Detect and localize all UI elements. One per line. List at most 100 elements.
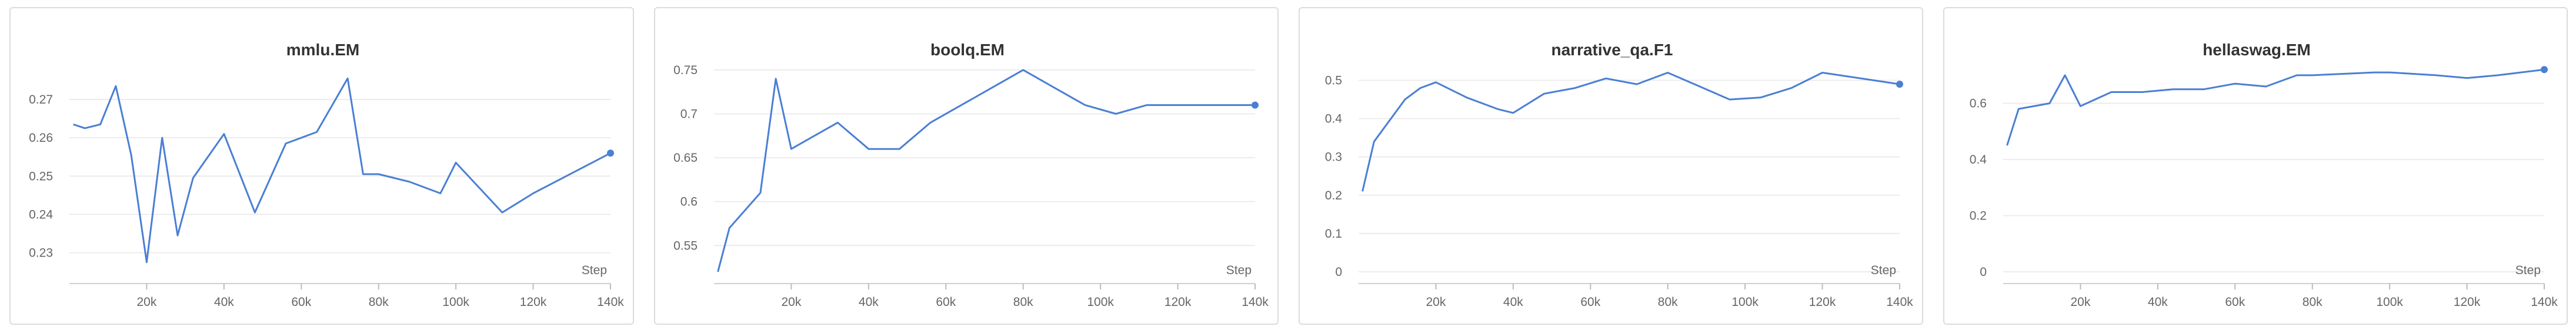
data-point — [1419, 86, 1422, 90]
chart-panel-narrative-qa: narrative_qa.F1 0 0.1 0.2 0.3 0.4 0.5 20k 40k 60k… — [1299, 7, 1923, 325]
data-point — [315, 130, 319, 134]
data-point — [1759, 96, 1762, 99]
y-tick-label: 0.2 — [1970, 209, 1987, 223]
data-point — [990, 86, 994, 89]
y-tick-label: 0.2 — [1325, 189, 1342, 202]
chart-title: hellaswag.EM — [2203, 41, 2311, 59]
data-point — [222, 132, 226, 136]
x-tick-label: 40k — [2148, 295, 2168, 309]
y-tick-label: 0.5 — [1325, 74, 1342, 88]
last-data-point — [1252, 101, 1259, 109]
data-point — [454, 161, 458, 165]
last-data-point — [607, 149, 614, 157]
y-tick-label: 0.26 — [29, 131, 53, 145]
data-point — [2203, 88, 2206, 91]
x-tick-label: 40k — [214, 295, 234, 309]
data-point — [284, 142, 288, 145]
x-tick-label: 100k — [1731, 295, 1759, 309]
data-point — [2388, 71, 2391, 74]
y-tick-label: 0.75 — [673, 64, 698, 77]
data-point — [1511, 111, 1515, 115]
y-tick-label: 0.6 — [680, 195, 698, 209]
data-point — [2264, 85, 2268, 88]
data-point — [1176, 104, 1180, 107]
chart-title: mmlu.EM — [286, 41, 359, 59]
chart-svg: narrative_qa.F1 0 0.1 0.2 0.3 0.4 0.5 20k 40k 60k… — [1325, 41, 1913, 309]
chart-panel-boolq: boolq.EM 0.55 0.6 0.65 0.7 0.75 20k 40k 60k 80k 10… — [654, 7, 1279, 325]
x-tick-label: 80k — [1013, 295, 1033, 309]
data-point — [83, 126, 86, 130]
data-point — [1052, 86, 1056, 89]
series-line — [1362, 72, 1900, 192]
data-point — [805, 138, 809, 142]
x-tick-label: 60k — [291, 295, 311, 309]
data-point — [1542, 92, 1546, 95]
data-point — [72, 122, 75, 126]
x-tick-label: 20k — [2070, 295, 2090, 309]
data-point — [1635, 82, 1639, 86]
x-tick-label: 80k — [2303, 295, 2323, 309]
data-point — [1790, 86, 1793, 90]
data-point — [129, 154, 133, 157]
data-point — [114, 84, 118, 88]
x-tick-label: 120k — [1809, 295, 1836, 309]
data-point — [1114, 112, 1117, 116]
x-tick-label: 20k — [1426, 295, 1446, 309]
data-point — [191, 177, 195, 180]
chart-svg: boolq.EM 0.55 0.6 0.65 0.7 0.75 20k 40k 60k 80k 10… — [673, 41, 1269, 309]
y-tick-label: 0.23 — [29, 246, 53, 259]
data-point — [253, 211, 256, 214]
data-point — [2434, 74, 2438, 77]
x-tick-label: 100k — [1087, 295, 1114, 309]
x-axis-label: Step — [1871, 264, 1896, 277]
y-tick-label: 0.4 — [1970, 153, 1987, 166]
data-point — [728, 226, 731, 229]
data-point — [789, 147, 793, 151]
data-point — [1403, 98, 1407, 101]
x-tick-label: 20k — [136, 295, 156, 309]
y-tick-label: 0.6 — [1970, 97, 1987, 111]
data-point — [361, 172, 365, 176]
y-tick-label: 0 — [1980, 265, 1987, 279]
data-point — [759, 191, 762, 195]
data-point — [408, 180, 411, 184]
x-axis-label: Step — [2515, 264, 2541, 277]
y-tick-label: 0.3 — [1325, 151, 1342, 164]
data-point — [1604, 76, 1608, 80]
x-tick-label: 140k — [1886, 295, 1913, 309]
data-point — [2141, 91, 2144, 94]
x-tick-label: 100k — [2376, 295, 2403, 309]
data-point — [1145, 104, 1149, 107]
y-tick-label: 0.25 — [29, 169, 53, 183]
x-tick-label: 140k — [597, 295, 624, 309]
data-point — [1573, 86, 1577, 90]
data-point — [897, 147, 901, 151]
data-point — [1434, 81, 1437, 84]
chart-svg: mmlu.EM 0.23 0.24 0.25 0.26 0.27 20k 40k 60k 80k 1… — [29, 41, 624, 309]
data-point — [2110, 91, 2113, 94]
x-tick-label: 80k — [369, 295, 389, 309]
data-point — [2295, 74, 2298, 77]
chart-panel-mmlu: mmlu.EM 0.23 0.24 0.25 0.26 0.27 20k 40k 60k 80k 1… — [9, 7, 634, 325]
last-data-point — [1896, 81, 1903, 88]
x-tick-label: 80k — [1658, 295, 1678, 309]
data-point — [99, 122, 102, 126]
data-point — [2233, 82, 2237, 85]
data-point — [1697, 84, 1700, 88]
data-point — [867, 147, 870, 151]
data-point — [1083, 104, 1087, 107]
chart-title: boolq.EM — [930, 41, 1005, 59]
x-tick-label: 40k — [1503, 295, 1523, 309]
x-tick-label: 20k — [781, 295, 801, 309]
data-point — [2048, 102, 2051, 105]
y-tick-label: 0.4 — [1325, 112, 1343, 126]
y-tick-label: 0.7 — [680, 108, 698, 121]
chart-svg: hellaswag.EM 0 0.2 0.4 0.6 20k 40k 60k 80k 100k 12… — [1970, 41, 2558, 309]
data-point — [2465, 76, 2469, 80]
data-point — [176, 234, 179, 237]
data-point — [1496, 107, 1500, 111]
x-tick-label: 100k — [442, 295, 469, 309]
y-tick-label: 0.1 — [1325, 227, 1342, 241]
data-point — [1821, 71, 1824, 75]
data-point — [1022, 68, 1025, 72]
